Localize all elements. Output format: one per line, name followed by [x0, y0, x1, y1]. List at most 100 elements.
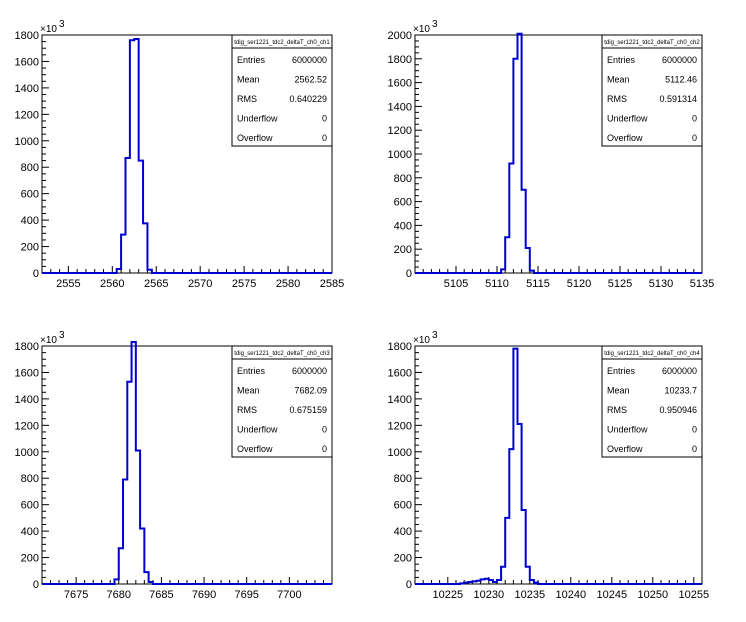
stat-label: Entries	[237, 366, 266, 376]
y-tick-label: 600	[21, 500, 39, 512]
x-tick-label: 5125	[608, 278, 632, 290]
histogram-series	[415, 347, 702, 585]
stat-value: 0	[692, 133, 697, 143]
y-tick-label: 400	[21, 526, 39, 538]
stat-label: RMS	[237, 94, 257, 104]
histogram-title: tdig_ser1221_tdc2_deltaT_ch0_ch1	[234, 40, 330, 46]
x-tick-label: 10230	[474, 589, 505, 601]
stats-box-frame	[601, 345, 703, 458]
stat-label: RMS	[607, 405, 627, 415]
y-axis-multiplier: ×10	[413, 335, 430, 346]
y-tick-label: 800	[394, 473, 412, 485]
x-tick-label: 10235	[515, 589, 546, 601]
y-tick-label: 1000	[388, 447, 412, 459]
stat-label: Underflow	[237, 114, 278, 124]
y-axis-multiplier-exponent: 3	[432, 330, 438, 341]
histogram-title: tdig_ser1221_tdc2_deltaT_ch0_ch4	[604, 351, 700, 357]
stats-box: tdig_ser1221_tdc2_deltaT_ch0_ch4 Entries 6…	[601, 345, 703, 458]
y-tick-label: 1400	[388, 101, 412, 113]
y-tick-label: 1000	[15, 447, 39, 459]
y-axis-multiplier: ×10	[413, 24, 430, 35]
stat-value: 10233.7	[664, 386, 697, 396]
stat-value: 6000000	[662, 366, 697, 376]
y-tick-label: 1800	[15, 341, 39, 353]
stat-value: 2562.52	[294, 75, 327, 85]
y-tick-label: 800	[21, 473, 39, 485]
stat-label: Underflow	[607, 114, 648, 124]
x-tick-label: 2580	[276, 278, 300, 290]
y-tick-label: 1400	[15, 394, 39, 406]
histogram-panel-3: 7675 7680 7685 7690 7695 7700 0 200 400 600 800 100…	[15, 330, 333, 601]
x-tick-label: 2570	[188, 278, 212, 290]
x-tick-label: 2575	[232, 278, 256, 290]
y-tick-label: 200	[394, 553, 412, 565]
stat-label: RMS	[607, 94, 627, 104]
stat-value: 5112.46	[665, 75, 697, 85]
x-tick-label: 5115	[526, 278, 550, 290]
stat-value: 6000000	[292, 55, 327, 65]
y-tick-label: 1600	[15, 56, 39, 68]
y-tick-label: 1800	[388, 341, 412, 353]
stat-value: 0	[322, 114, 327, 124]
stat-label: Overflow	[237, 444, 273, 454]
stat-value: 0	[322, 425, 327, 435]
stat-value: 7682.09	[294, 386, 327, 396]
x-tick-label: 10225	[433, 589, 464, 601]
y-tick-label: 600	[21, 189, 39, 201]
y-axis-multiplier-exponent: 3	[59, 19, 65, 30]
x-tick-label: 7690	[192, 589, 216, 601]
y-tick-label: 600	[394, 500, 412, 512]
stat-value: 0.640229	[289, 94, 327, 104]
stat-value: 0	[692, 114, 697, 124]
y-tick-label: 0	[406, 268, 412, 280]
y-tick-label: 200	[21, 242, 39, 254]
y-tick-label: 1200	[15, 420, 39, 432]
y-axis-multiplier-exponent: 3	[59, 330, 65, 341]
y-tick-label: 1200	[388, 125, 412, 137]
stats-box-frame	[601, 34, 703, 147]
stat-label: Overflow	[607, 133, 643, 143]
histogram-series	[42, 341, 332, 585]
y-axis-multiplier: ×10	[40, 335, 57, 346]
x-tick-label: 5110	[485, 278, 509, 290]
y-tick-label: 200	[21, 553, 39, 565]
y-tick-label: 400	[21, 215, 39, 227]
x-tick-label: 7685	[149, 589, 173, 601]
stat-value: 0.950946	[659, 405, 697, 415]
y-tick-label: 800	[394, 173, 412, 185]
x-tick-label: 2560	[100, 278, 124, 290]
histogram-title: tdig_ser1221_tdc2_deltaT_ch0_ch3	[234, 351, 330, 357]
y-tick-label: 1200	[15, 109, 39, 121]
histogram-series	[415, 32, 702, 274]
histogram-series	[42, 37, 332, 274]
histogram-panel-2: 5105 5110 5115 5120 5125 5130 5135 0 200 400 600 80…	[388, 19, 715, 290]
stats-box: tdig_ser1221_tdc2_deltaT_ch0_ch3 Entries 6…	[231, 345, 333, 458]
stat-label: Entries	[607, 366, 636, 376]
stat-value: 0	[692, 425, 697, 435]
stat-value: 0	[322, 133, 327, 143]
stat-label: Overflow	[237, 133, 273, 143]
stat-label: Mean	[237, 75, 260, 85]
stat-label: RMS	[237, 405, 257, 415]
x-tick-label: 2565	[144, 278, 168, 290]
x-tick-label: 2555	[56, 278, 80, 290]
stat-label: Overflow	[607, 444, 643, 454]
stat-label: Mean	[607, 386, 630, 396]
stat-value: 0.591314	[659, 94, 697, 104]
y-tick-label: 400	[394, 220, 412, 232]
x-tick-label: 10240	[556, 589, 587, 601]
y-tick-label: 400	[394, 526, 412, 538]
y-tick-label: 1000	[15, 136, 39, 148]
y-axis-multiplier: ×10	[40, 24, 57, 35]
stats-box: tdig_ser1221_tdc2_deltaT_ch0_ch2 Entries 6…	[601, 34, 703, 147]
y-tick-label: 800	[21, 162, 39, 174]
x-tick-label: 10245	[597, 589, 628, 601]
y-tick-label: 1600	[388, 367, 412, 379]
x-tick-label: 7700	[277, 589, 301, 601]
x-tick-label: 5130	[649, 278, 673, 290]
y-tick-label: 0	[406, 579, 412, 591]
stat-value: 0	[692, 444, 697, 454]
stats-box-frame	[231, 345, 333, 458]
stats-box: tdig_ser1221_tdc2_deltaT_ch0_ch1 Entries 6…	[231, 34, 333, 147]
